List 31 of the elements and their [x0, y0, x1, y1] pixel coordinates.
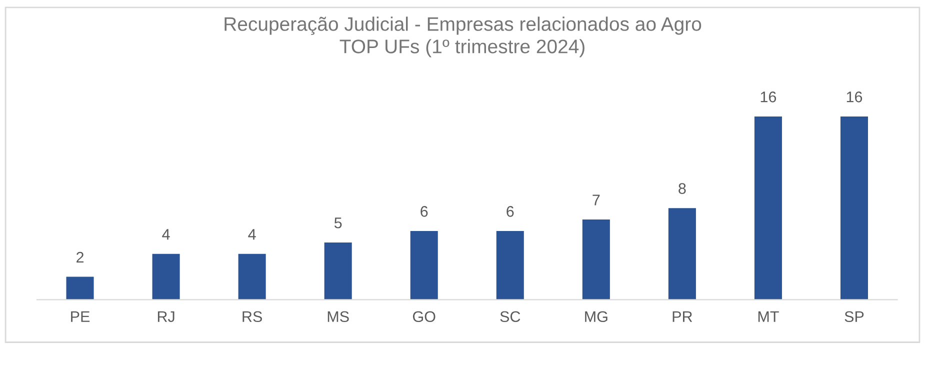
bar: [66, 276, 94, 300]
x-tick-label: SC: [500, 311, 520, 322]
data-label: 4: [162, 229, 170, 240]
data-label: 16: [846, 92, 862, 102]
x-tick-label: RS: [242, 311, 262, 322]
x-tick-label: MT: [758, 311, 779, 322]
bar: [152, 254, 180, 300]
data-label: 6: [506, 206, 514, 217]
data-label: 16: [760, 92, 776, 102]
bar: [754, 116, 782, 300]
bar: [324, 242, 352, 300]
bar: [238, 254, 266, 300]
data-label: 8: [678, 183, 686, 194]
data-label: 5: [334, 218, 342, 228]
bar: [496, 230, 524, 300]
bar: [668, 208, 696, 300]
x-tick-label: MS: [328, 311, 349, 322]
x-tick-label: MG: [585, 311, 608, 322]
data-label: 4: [248, 229, 256, 240]
x-tick-label: PR: [672, 311, 692, 322]
bar: [410, 230, 438, 300]
x-tick-label: RJ: [158, 311, 174, 322]
data-label: 6: [420, 206, 428, 217]
data-label: 2: [76, 252, 84, 263]
x-tick-label: PE: [71, 311, 90, 322]
x-tick-label: SP: [844, 311, 864, 322]
data-label: 7: [592, 194, 600, 206]
bar: [582, 220, 610, 300]
chart-title: Recuperação Judicial - Empresas relacionados ao Agro TOP UFs (1º trimestre 2024): [224, 16, 702, 58]
x-tick-label: GO: [413, 311, 436, 322]
bar: [840, 116, 868, 300]
